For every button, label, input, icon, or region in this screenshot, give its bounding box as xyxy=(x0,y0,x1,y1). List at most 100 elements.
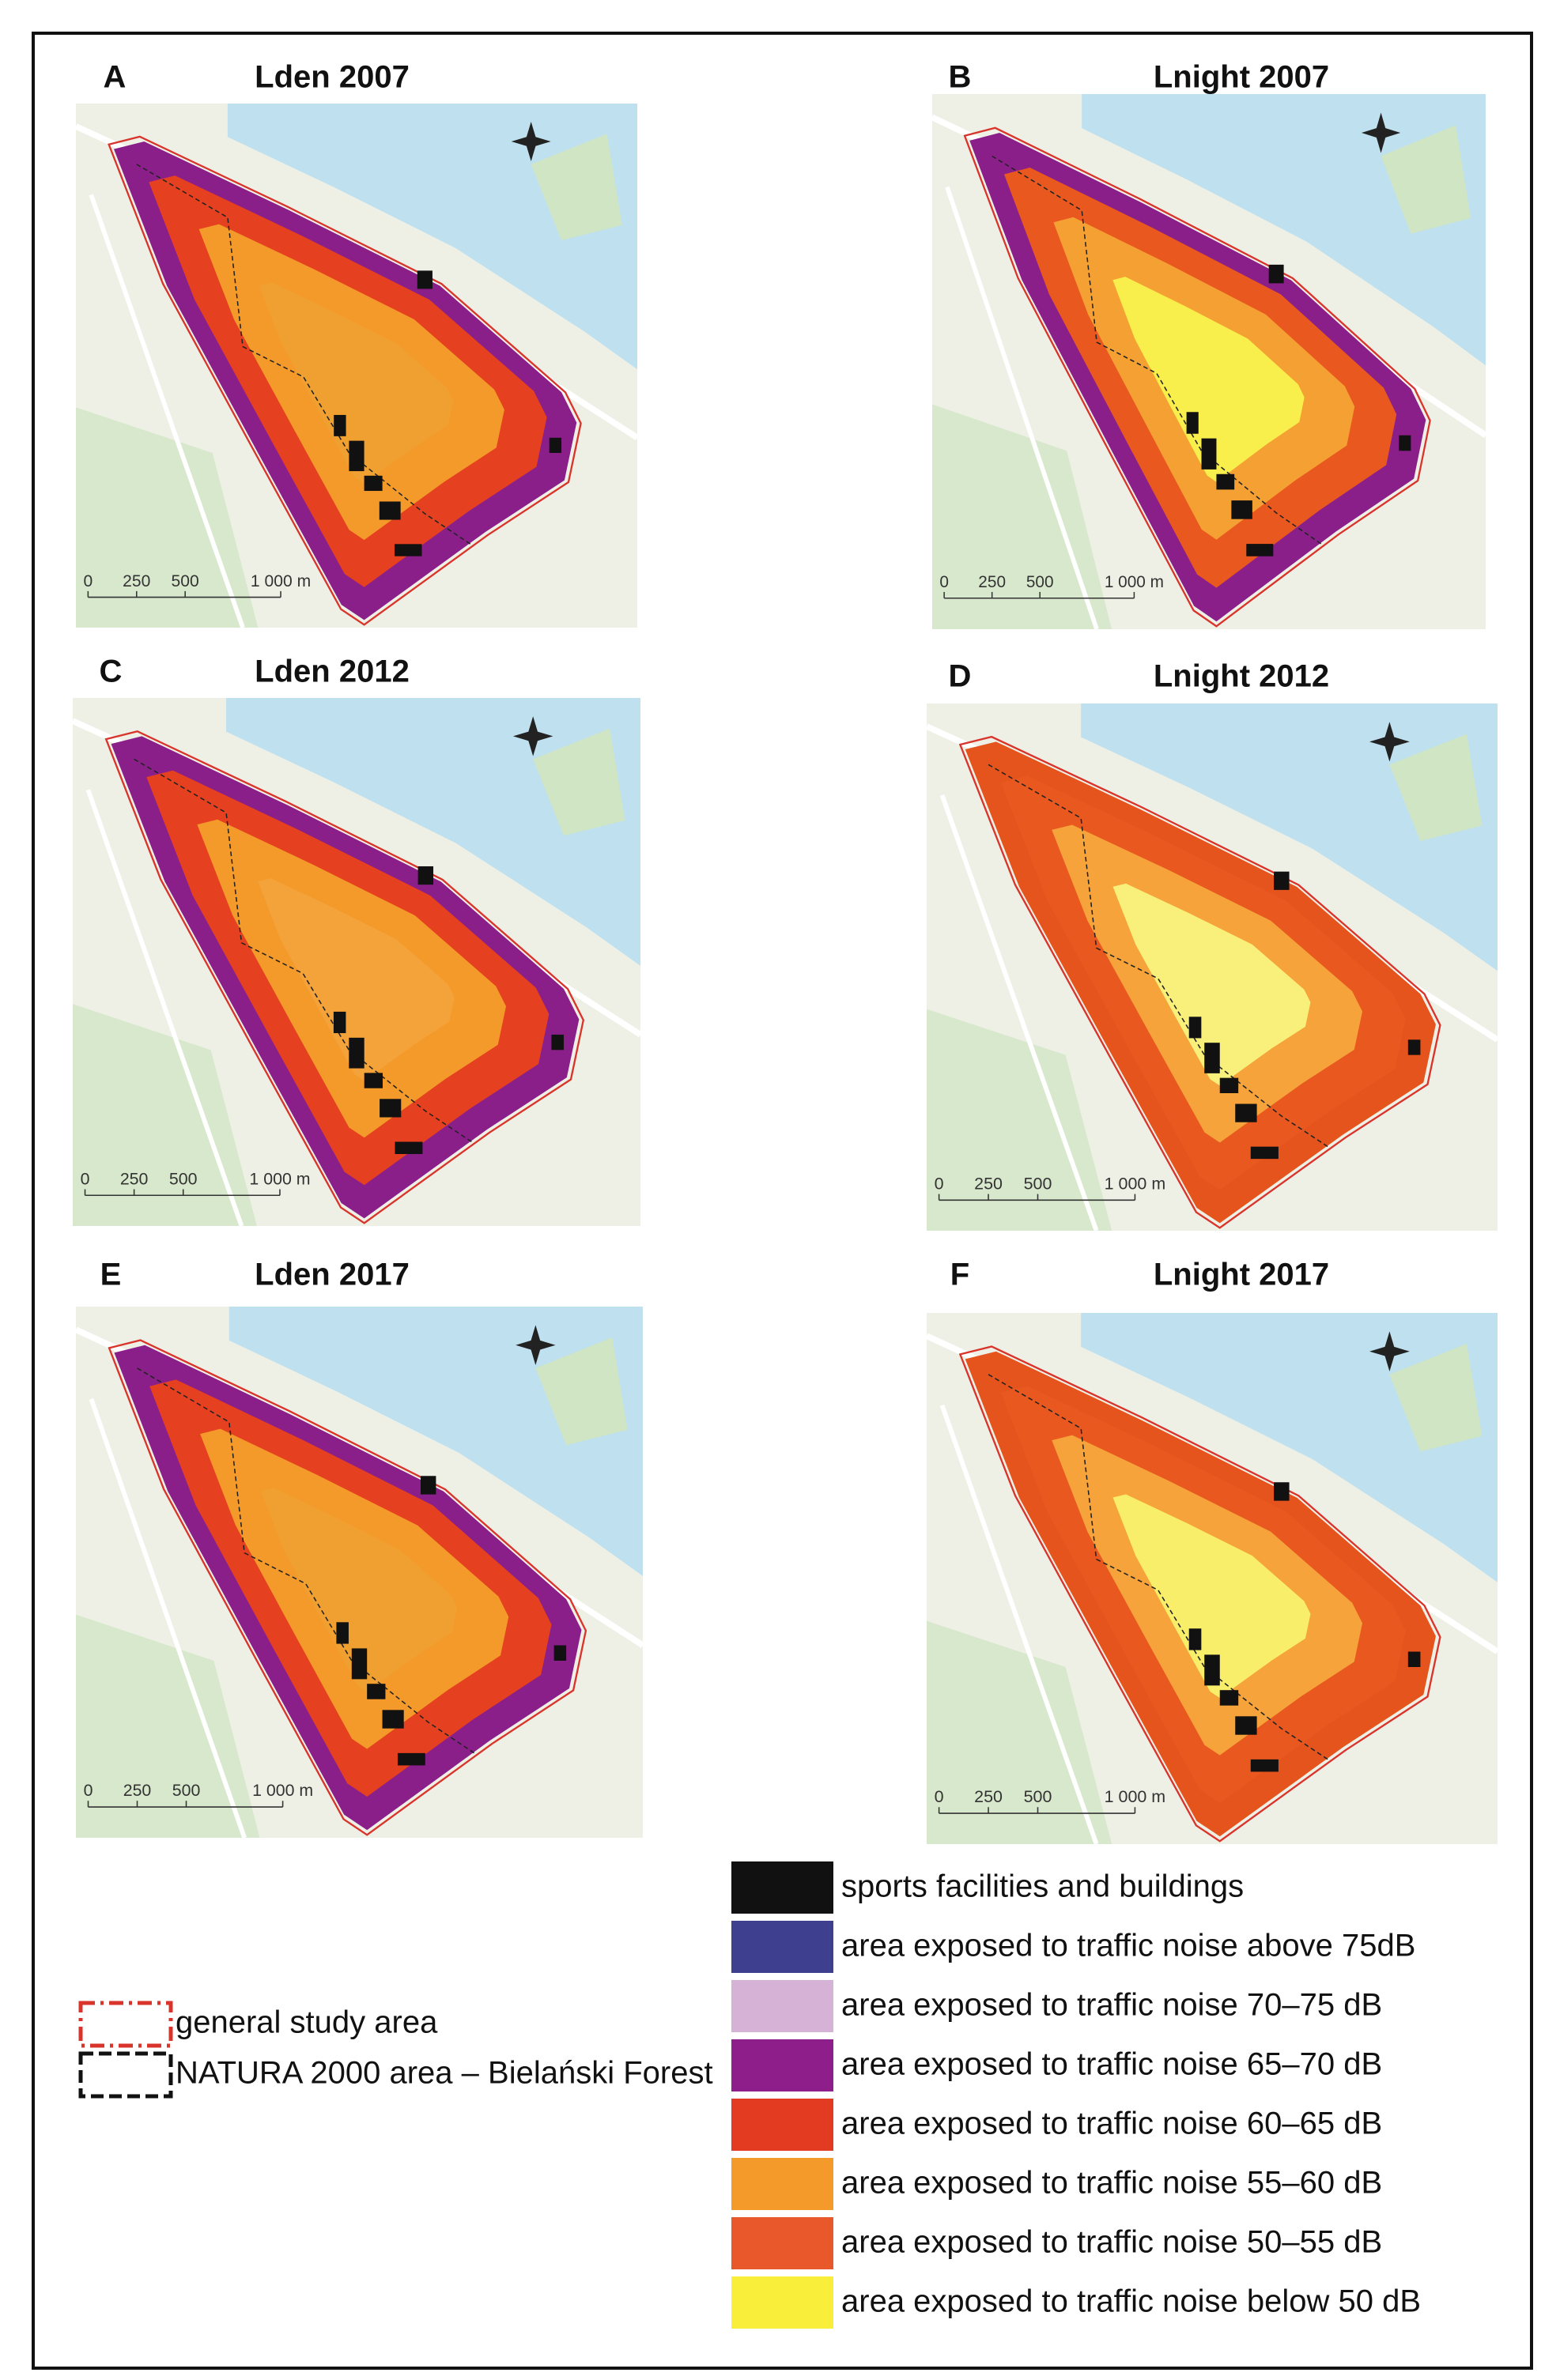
building xyxy=(1201,438,1217,470)
scale-label: 1 000 m xyxy=(1105,1787,1166,1806)
greenery xyxy=(535,1337,628,1446)
greenery xyxy=(1389,1343,1483,1452)
natura-boundary xyxy=(988,1374,1328,1760)
study-area-swatch xyxy=(78,2001,173,2048)
natura-boundary xyxy=(992,155,1322,545)
scale-label: 500 xyxy=(1026,572,1054,590)
noise-map: 0 250 500 1 000 m xyxy=(71,698,643,1227)
road xyxy=(89,1397,247,1839)
north-arrow xyxy=(1369,722,1410,762)
panel-letter: E xyxy=(100,1258,122,1292)
noise-zone xyxy=(258,878,455,1081)
building xyxy=(551,1034,564,1050)
scale-label: 1 000 m xyxy=(252,1781,313,1800)
building xyxy=(395,1141,423,1154)
building xyxy=(397,1752,425,1766)
study-area-outline xyxy=(108,1339,587,1836)
legend-label: area exposed to traffic noise below 50 d… xyxy=(841,2284,1421,2319)
north-arrow xyxy=(516,1325,556,1366)
panel-letter: A xyxy=(104,60,127,95)
scale-label: 500 xyxy=(1024,1175,1052,1194)
scale-label: 250 xyxy=(123,1781,152,1800)
scale-label: 0 xyxy=(81,1170,90,1189)
building xyxy=(1399,435,1411,451)
study-area-outline xyxy=(104,730,585,1224)
legend-swatch xyxy=(731,2217,833,2269)
building xyxy=(380,1099,402,1118)
building xyxy=(417,270,432,289)
panel-letter: F xyxy=(950,1258,969,1292)
noise-zone xyxy=(260,1488,458,1692)
building xyxy=(334,414,346,436)
building xyxy=(1235,1716,1257,1735)
building xyxy=(1188,1016,1202,1039)
building xyxy=(1268,264,1284,284)
road xyxy=(939,1404,1099,1845)
road xyxy=(89,194,245,628)
greenery xyxy=(533,728,625,836)
scale-label: 250 xyxy=(120,1170,149,1189)
greenery xyxy=(73,1004,257,1226)
scale-label: 500 xyxy=(1024,1787,1052,1806)
building xyxy=(1250,1759,1279,1772)
building xyxy=(364,475,383,492)
building xyxy=(333,1011,346,1034)
legend-label: area exposed to traffic noise 55–60 dB xyxy=(841,2166,1382,2201)
natura-boundary xyxy=(988,764,1328,1148)
building xyxy=(1186,412,1199,434)
legend-swatch xyxy=(731,2276,833,2329)
scale-label: 1 000 m xyxy=(249,1170,310,1189)
scale-label: 0 xyxy=(83,572,93,590)
building xyxy=(1235,1103,1257,1122)
panel-title: Lnight 2012 xyxy=(1154,659,1329,694)
greenery xyxy=(76,1614,260,1838)
building xyxy=(1274,1482,1290,1501)
natura-swatch xyxy=(78,2051,173,2099)
panel-title: Lden 2007 xyxy=(255,60,410,95)
building xyxy=(1216,473,1235,490)
scale-label: 1 000 m xyxy=(1105,1175,1166,1194)
scale-label: 0 xyxy=(935,1175,944,1194)
building xyxy=(1274,871,1290,890)
building xyxy=(1219,1690,1239,1706)
greenery xyxy=(927,1620,1112,1844)
building xyxy=(379,501,401,520)
panel-title: Lnight 2007 xyxy=(1154,60,1329,95)
legend-swatch xyxy=(731,1861,833,1914)
panel-title: Lnight 2017 xyxy=(1154,1258,1329,1292)
greenery xyxy=(76,407,259,628)
legend-label: area exposed to traffic noise 60–65 dB xyxy=(841,2107,1382,2141)
building xyxy=(1219,1077,1239,1093)
building xyxy=(394,544,422,556)
scale-label: 0 xyxy=(84,1781,93,1800)
building xyxy=(1250,1146,1279,1160)
scale-label: 500 xyxy=(172,1781,201,1800)
legend-swatch xyxy=(731,2158,833,2210)
scale-label: 250 xyxy=(978,572,1006,590)
building xyxy=(1231,500,1252,519)
study-area-outline xyxy=(958,735,1441,1229)
noise-map: 0 250 500 1 000 m xyxy=(925,703,1500,1231)
noise-zone xyxy=(259,282,454,484)
building xyxy=(1246,544,1274,556)
noise-map: 0 250 500 1 000 m xyxy=(931,94,1488,630)
natura-boundary xyxy=(137,1367,475,1754)
panel-title: Lden 2012 xyxy=(255,654,410,689)
noise-zone xyxy=(1112,1494,1311,1699)
legend-label: general study area xyxy=(176,2005,438,2040)
scale-label: 500 xyxy=(172,572,199,590)
study-area-outline xyxy=(958,1345,1441,1843)
natura-boundary xyxy=(136,164,471,545)
legend-label: NATURA 2000 area – Bielański Forest xyxy=(176,2056,713,2091)
building xyxy=(1188,1628,1202,1650)
legend-label: area exposed to traffic noise above 75dB xyxy=(841,1929,1415,1963)
legend-label: area exposed to traffic noise 65–70 dB xyxy=(841,2047,1382,2082)
scale-label: 500 xyxy=(169,1170,198,1189)
building xyxy=(1204,1043,1220,1073)
noise-zone xyxy=(1112,883,1311,1086)
north-arrow xyxy=(511,122,551,162)
study-area-outline xyxy=(963,126,1431,628)
study-area-outline xyxy=(108,135,582,626)
scale-label: 250 xyxy=(123,572,150,590)
